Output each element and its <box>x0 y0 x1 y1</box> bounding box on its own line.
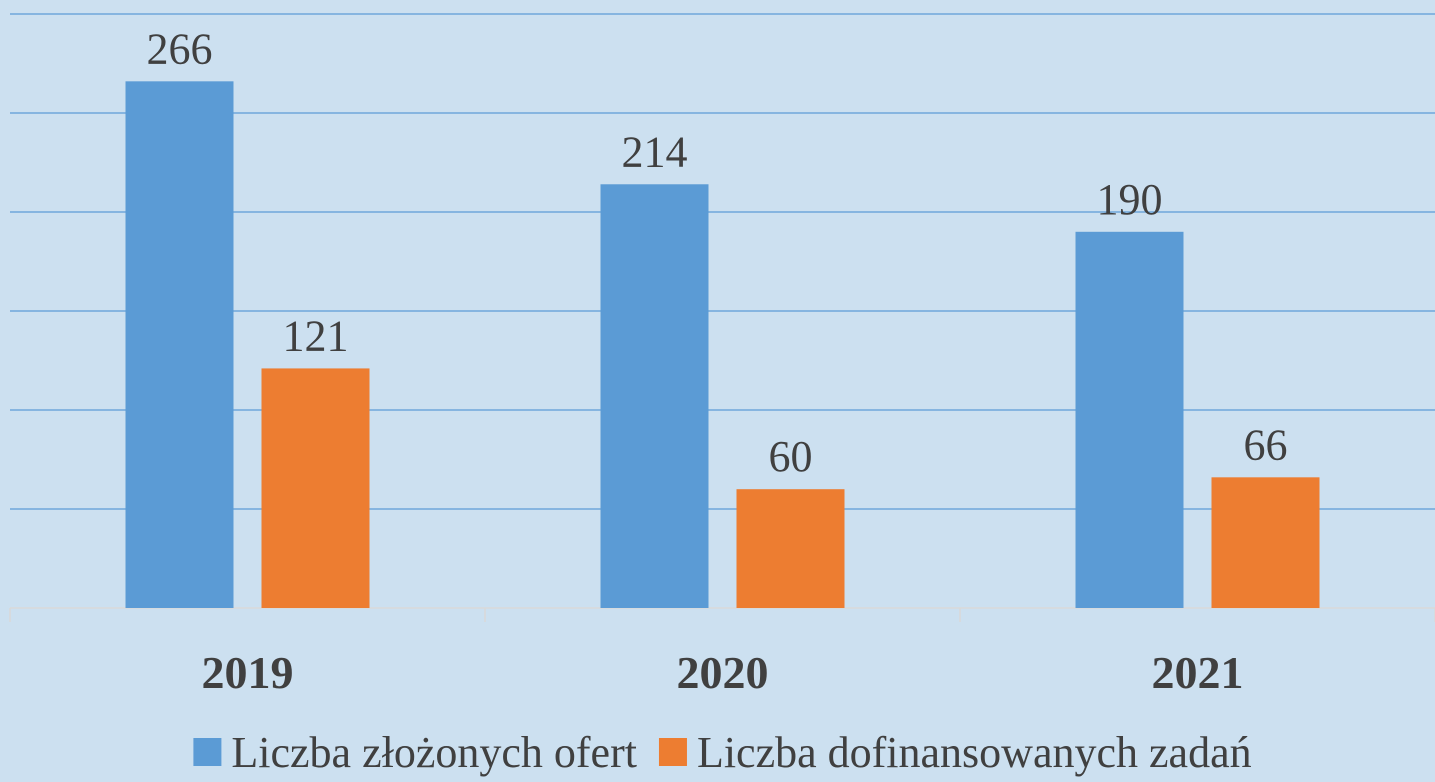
legend-swatch <box>658 738 687 766</box>
legend-label: Liczba dofinansowanych zadań <box>697 728 1252 777</box>
data-label: 266 <box>147 24 213 73</box>
x-tick-label: 2020 <box>677 647 769 698</box>
bar <box>261 368 370 608</box>
data-label: 60 <box>769 432 813 481</box>
legend-swatch <box>193 738 222 766</box>
x-tick-label: 2021 <box>1152 647 1244 698</box>
bar <box>736 489 845 608</box>
data-label: 190 <box>1097 175 1163 224</box>
data-label: 66 <box>1244 420 1288 469</box>
data-label: 121 <box>283 311 349 360</box>
data-label: 214 <box>622 127 688 176</box>
legend-label: Liczba złożonych ofert <box>231 728 637 777</box>
bar <box>1075 231 1184 609</box>
x-tick-label: 2019 <box>202 647 294 698</box>
bar <box>125 81 234 608</box>
bar <box>600 184 709 608</box>
bar <box>1211 477 1320 608</box>
